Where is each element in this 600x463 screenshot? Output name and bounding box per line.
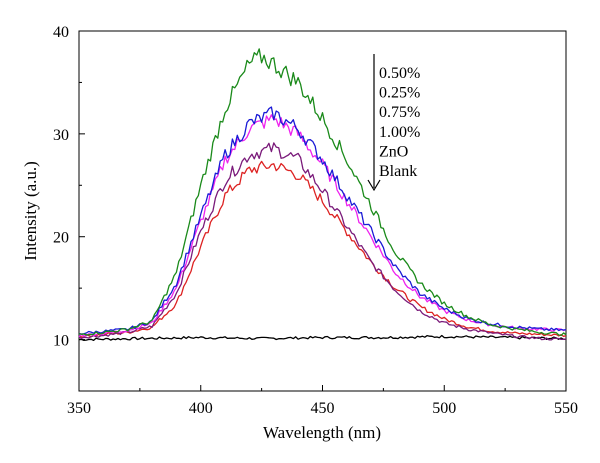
x-tick-label: 500 (432, 400, 456, 417)
series-line-zno (78, 160, 567, 339)
x-tick-label: 350 (67, 400, 91, 417)
series-line-blank (78, 334, 566, 342)
x-tick-label: 450 (311, 400, 335, 417)
ticks-layer: 350 400 450 500 550 10 20 30 40 (53, 24, 578, 417)
y-tick-label: 10 (53, 333, 69, 350)
y-tick-label: 30 (53, 127, 69, 144)
y-tick-label: 40 (53, 24, 69, 41)
x-axis-label: Wavelength (nm) (263, 423, 381, 442)
legend-label: 0.50% (379, 65, 420, 82)
legend-arrow-head (367, 179, 381, 192)
legend-label: 0.25% (379, 85, 420, 102)
series-line-025 (78, 106, 567, 335)
legend-label: ZnO (379, 143, 408, 160)
legend-label: 1.00% (379, 124, 420, 141)
x-tick-label: 400 (189, 400, 213, 417)
series-line-100 (78, 142, 567, 341)
x-tick-label: 550 (554, 400, 578, 417)
series-line-075 (78, 114, 567, 338)
y-tick-label: 20 (53, 230, 69, 247)
y-axis-label: Intensity (a.u.) (21, 161, 40, 261)
legend-label: 0.75% (379, 104, 420, 121)
legend: 0.50% 0.25% 0.75% 1.00% ZnO Blank (367, 54, 420, 192)
series-line-050 (78, 48, 567, 337)
legend-label: Blank (379, 163, 417, 180)
series-layer (78, 48, 567, 342)
